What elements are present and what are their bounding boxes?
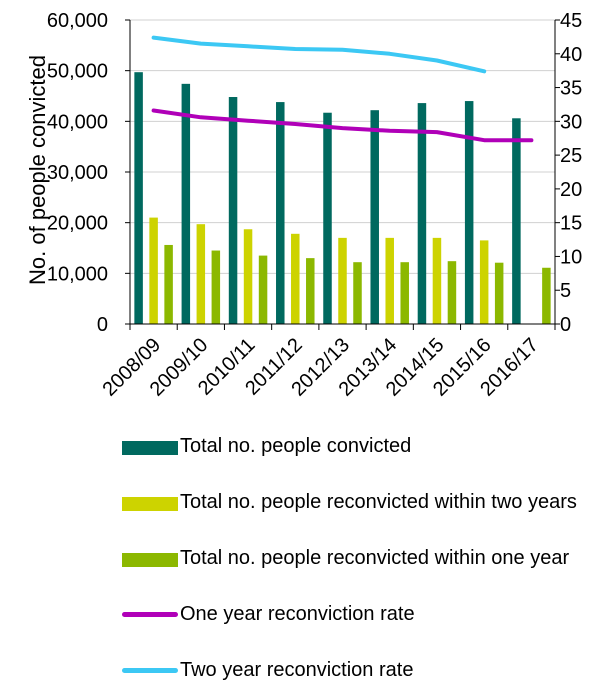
- bar: [464, 101, 474, 324]
- bars: [134, 72, 551, 325]
- chart: 0 10,000 20,000 30,000 40,000 50,000 60,000 0 5…: [25, 10, 582, 401]
- left-axis-ticks: 0 10,000 20,000 30,000 40,000 50,000 60,000: [47, 10, 108, 336]
- legend-label: Two year reconviction rate: [180, 659, 414, 681]
- right-axis-tick-label: 40: [560, 44, 582, 66]
- right-axis-tick-label: 5: [560, 280, 571, 302]
- right-axis-tick-label: 0: [560, 314, 571, 336]
- left-axis-tick-label: 0: [97, 314, 108, 336]
- bar: [542, 267, 551, 324]
- legend-label: Total no. people convicted: [180, 435, 412, 457]
- right-axis-tick-label: 10: [560, 246, 582, 268]
- bar: [243, 229, 253, 324]
- legend-swatch: [122, 497, 178, 511]
- right-axis-tick-label: 45: [560, 10, 582, 32]
- series-line: [151, 108, 534, 143]
- right-axis-tick-label: 35: [560, 78, 582, 100]
- right-axis-tick-label: 25: [560, 145, 582, 167]
- y-axis-label: No. of people convicted: [25, 55, 50, 285]
- bar: [370, 110, 379, 324]
- legend-label: Total no. people reconvicted within one …: [180, 547, 570, 569]
- bar: [447, 261, 457, 324]
- bar: [512, 118, 521, 324]
- left-axis-tick-label: 60,000: [47, 10, 108, 32]
- bar: [196, 224, 206, 324]
- bar: [479, 240, 489, 324]
- bar: [494, 262, 504, 324]
- legend-item-total-convicted: Total no. people convicted: [122, 434, 590, 458]
- bar: [134, 72, 143, 324]
- legend-swatch: [122, 668, 178, 673]
- left-axis-tick-label: 10,000: [47, 263, 108, 285]
- rate-lines: [151, 35, 534, 143]
- legend-item-one-year-rate: One year reconviction rate: [122, 602, 590, 626]
- legend-label: Total no. people reconvicted within two …: [180, 491, 577, 513]
- bar: [417, 103, 427, 325]
- bar: [181, 83, 191, 324]
- gridlines: [130, 19, 555, 274]
- legend-swatch: [122, 553, 178, 567]
- left-axis-tick-label: 20,000: [47, 213, 108, 235]
- legend-item-reconvicted-one-year: Total no. people reconvicted within one …: [122, 546, 590, 570]
- legend-swatch: [122, 441, 178, 455]
- left-axis-tick-label: 40,000: [47, 111, 108, 133]
- bar: [228, 97, 238, 324]
- bar: [385, 237, 394, 324]
- right-axis-tick-label: 30: [560, 111, 582, 133]
- legend-label: One year reconviction rate: [180, 603, 415, 625]
- bar: [164, 244, 173, 324]
- right-axis-tick-label: 15: [560, 213, 582, 235]
- legend-swatch: [122, 612, 178, 617]
- legend-item-two-year-rate: Two year reconviction rate: [122, 658, 590, 682]
- bar: [306, 258, 315, 324]
- bar: [211, 250, 221, 324]
- bar: [258, 255, 268, 324]
- series-line: [151, 35, 487, 74]
- category-axis-ticks: 2008/092009/102010/112011/122012/132013/…: [98, 334, 542, 401]
- left-axis-tick-label: 50,000: [47, 61, 108, 83]
- bar: [338, 237, 347, 324]
- right-axis-ticks: 0 5 10 15 20 25 30 35 40 45: [560, 10, 582, 336]
- axes: [125, 19, 560, 330]
- bar: [276, 102, 285, 324]
- right-axis-tick-label: 20: [560, 179, 582, 201]
- legend-item-reconvicted-two-years: Total no. people reconvicted within two …: [122, 490, 590, 514]
- bar: [353, 262, 362, 324]
- bar: [291, 233, 300, 324]
- bar: [432, 237, 442, 324]
- bar: [400, 262, 409, 324]
- left-axis-tick-label: 30,000: [47, 162, 108, 184]
- bar: [149, 217, 158, 324]
- bar: [323, 112, 332, 324]
